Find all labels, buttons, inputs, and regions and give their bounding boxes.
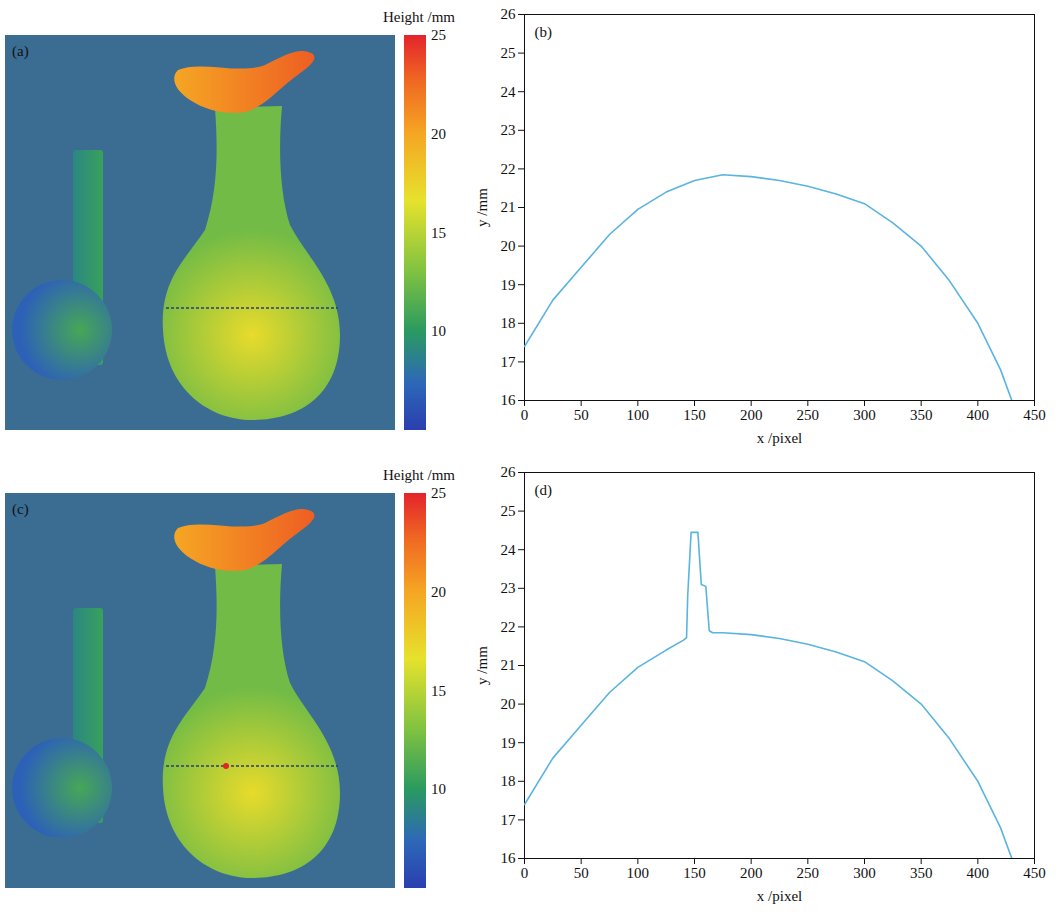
svg-text:21: 21 xyxy=(501,657,516,673)
svg-text:y /mm: y /mm xyxy=(474,646,490,685)
svg-text:50: 50 xyxy=(574,407,589,423)
svg-text:Height /mm: Height /mm xyxy=(383,9,455,25)
svg-text:150: 150 xyxy=(683,407,706,423)
svg-text:(a): (a) xyxy=(12,43,29,60)
svg-text:23: 23 xyxy=(501,580,516,596)
svg-text:350: 350 xyxy=(910,407,933,423)
svg-text:300: 300 xyxy=(853,407,876,423)
svg-text:19: 19 xyxy=(501,277,516,293)
svg-text:400: 400 xyxy=(967,407,990,423)
svg-text:200: 200 xyxy=(740,865,763,881)
svg-text:24: 24 xyxy=(501,542,517,558)
svg-text:16: 16 xyxy=(501,850,517,866)
svg-text:(c): (c) xyxy=(12,501,29,518)
svg-text:18: 18 xyxy=(501,315,516,331)
svg-text:20: 20 xyxy=(431,584,446,600)
svg-text:Height /mm: Height /mm xyxy=(383,467,455,483)
svg-text:0: 0 xyxy=(521,865,529,881)
svg-text:150: 150 xyxy=(683,865,706,881)
svg-text:15: 15 xyxy=(431,683,446,699)
svg-text:200: 200 xyxy=(740,407,763,423)
svg-text:22: 22 xyxy=(501,619,516,635)
svg-text:18: 18 xyxy=(501,773,516,789)
svg-text:x /pixel: x /pixel xyxy=(757,888,802,904)
svg-text:(d): (d) xyxy=(535,482,553,499)
svg-text:19: 19 xyxy=(501,735,516,751)
svg-text:25: 25 xyxy=(431,27,446,43)
svg-text:300: 300 xyxy=(853,865,876,881)
svg-text:26: 26 xyxy=(501,6,517,22)
svg-text:250: 250 xyxy=(797,865,820,881)
svg-text:100: 100 xyxy=(627,865,650,881)
svg-text:10: 10 xyxy=(431,781,446,797)
svg-text:25: 25 xyxy=(501,503,516,519)
svg-text:25: 25 xyxy=(501,45,516,61)
svg-text:26: 26 xyxy=(501,464,517,480)
svg-text:0: 0 xyxy=(521,407,529,423)
svg-text:10: 10 xyxy=(431,323,446,339)
svg-text:400: 400 xyxy=(967,865,990,881)
svg-text:100: 100 xyxy=(627,407,650,423)
svg-text:250: 250 xyxy=(797,407,820,423)
svg-text:20: 20 xyxy=(501,238,516,254)
svg-text:x /pixel: x /pixel xyxy=(757,430,802,446)
svg-text:15: 15 xyxy=(431,225,446,241)
svg-text:20: 20 xyxy=(501,696,516,712)
svg-text:50: 50 xyxy=(574,865,589,881)
svg-text:16: 16 xyxy=(501,392,517,408)
svg-text:(b): (b) xyxy=(535,24,553,41)
svg-text:22: 22 xyxy=(501,161,516,177)
svg-text:450: 450 xyxy=(1023,407,1046,423)
svg-text:21: 21 xyxy=(501,199,516,215)
svg-text:17: 17 xyxy=(501,354,517,370)
svg-text:24: 24 xyxy=(501,84,517,100)
svg-text:25: 25 xyxy=(431,485,446,501)
svg-text:450: 450 xyxy=(1023,865,1046,881)
svg-text:20: 20 xyxy=(431,126,446,142)
svg-text:23: 23 xyxy=(501,122,516,138)
svg-text:y /mm: y /mm xyxy=(474,188,490,227)
svg-text:17: 17 xyxy=(501,812,517,828)
svg-text:350: 350 xyxy=(910,865,933,881)
